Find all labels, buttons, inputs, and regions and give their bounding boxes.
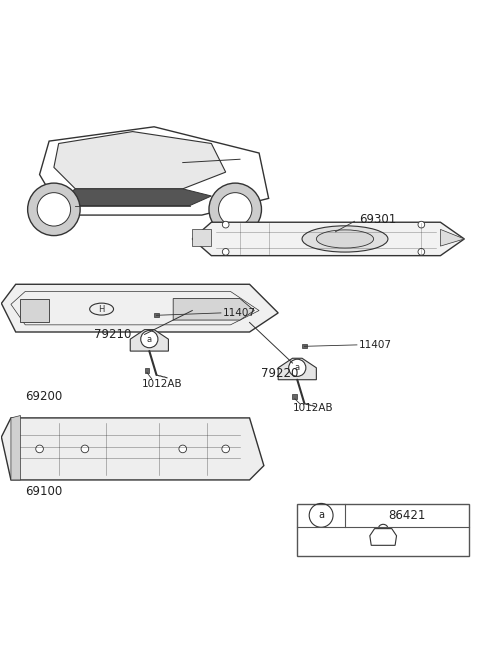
Ellipse shape: [316, 230, 373, 248]
Polygon shape: [1, 284, 278, 332]
Polygon shape: [278, 359, 316, 380]
Text: H: H: [98, 305, 105, 313]
Circle shape: [81, 445, 89, 453]
Circle shape: [418, 221, 425, 228]
Text: 79220: 79220: [262, 367, 299, 380]
Circle shape: [222, 445, 229, 453]
Polygon shape: [192, 229, 211, 246]
Circle shape: [28, 183, 80, 236]
Text: 69100: 69100: [25, 485, 62, 499]
Text: 86421: 86421: [388, 509, 426, 522]
Circle shape: [222, 248, 229, 255]
Bar: [297, 504, 469, 556]
Text: 11407: 11407: [223, 308, 256, 318]
Polygon shape: [11, 416, 21, 480]
Circle shape: [37, 193, 71, 226]
Polygon shape: [54, 131, 226, 189]
Circle shape: [179, 445, 187, 453]
Bar: [144, 368, 149, 373]
Bar: [292, 394, 297, 399]
Text: a: a: [318, 511, 324, 521]
Text: 1012AB: 1012AB: [142, 378, 183, 388]
Polygon shape: [441, 229, 464, 246]
Polygon shape: [192, 222, 464, 256]
Polygon shape: [63, 189, 211, 206]
Circle shape: [218, 193, 252, 226]
Polygon shape: [1, 418, 264, 480]
Bar: [154, 313, 159, 317]
Text: 69200: 69200: [25, 390, 62, 403]
Circle shape: [209, 183, 262, 236]
Ellipse shape: [302, 226, 388, 252]
Circle shape: [36, 445, 43, 453]
Text: 69301: 69301: [360, 213, 396, 226]
Polygon shape: [130, 329, 168, 351]
Circle shape: [141, 331, 158, 348]
Text: 11407: 11407: [360, 340, 392, 350]
Text: a: a: [147, 335, 152, 344]
Bar: [301, 345, 307, 348]
Text: 79210: 79210: [95, 329, 132, 341]
Text: a: a: [295, 363, 300, 373]
Circle shape: [418, 248, 425, 255]
Polygon shape: [21, 299, 49, 323]
Circle shape: [288, 359, 306, 376]
Text: 1012AB: 1012AB: [292, 403, 333, 414]
Polygon shape: [173, 299, 254, 320]
Circle shape: [222, 221, 229, 228]
